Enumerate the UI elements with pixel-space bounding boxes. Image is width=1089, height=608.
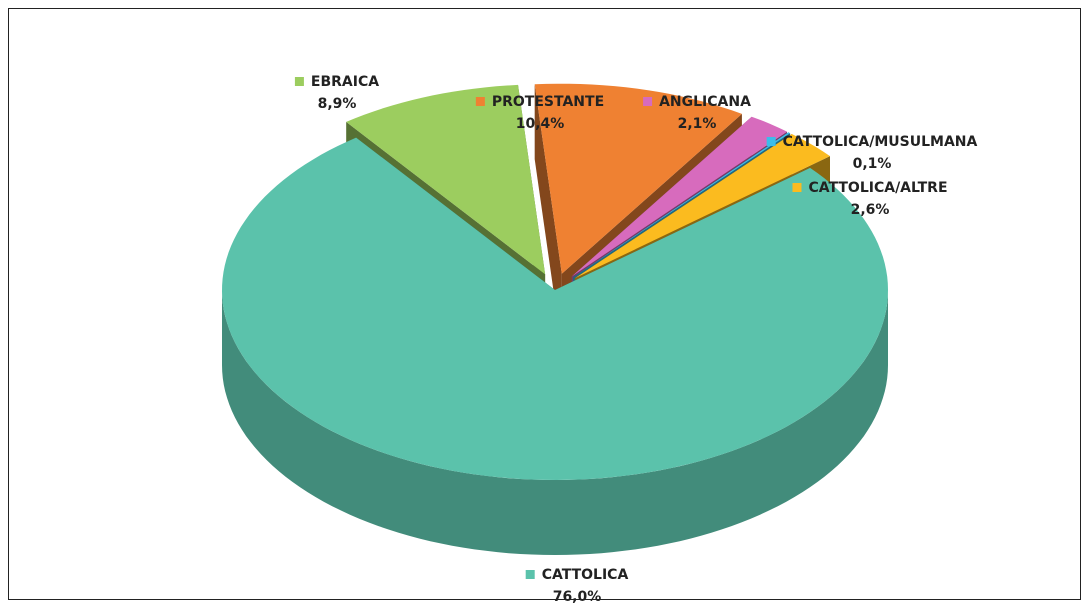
legend-swatch <box>643 97 653 106</box>
slice-top <box>534 83 742 274</box>
slice-top <box>222 137 888 480</box>
slice-radial-wall <box>534 84 562 349</box>
slice-value-label: 8,9% <box>318 96 357 112</box>
slice-label: CATTOLICA <box>542 567 629 583</box>
slice-value-label: 0,1% <box>853 156 892 172</box>
legend-swatch <box>475 97 485 106</box>
slice-value-label: 76,0% <box>553 589 602 605</box>
slice-value-label: 10,4% <box>516 116 565 132</box>
slice-side <box>222 290 888 555</box>
slice-top <box>574 134 830 279</box>
slice-top <box>346 84 546 275</box>
slice-top <box>571 116 787 277</box>
slice-label: CATTOLICA/MUSULMANA <box>783 134 978 150</box>
legend-swatch <box>525 570 535 579</box>
slice-label: PROTESTANTE <box>492 94 604 110</box>
legend-swatch <box>294 77 304 86</box>
slice-top <box>573 132 791 278</box>
slice-label: ANGLICANA <box>659 94 751 110</box>
slice-label: EBRAICA <box>311 74 379 90</box>
slice-label: CATTOLICA/ALTRE <box>808 180 947 196</box>
pie-slice <box>222 137 888 555</box>
slice-value-label: 2,6% <box>851 202 890 218</box>
legend-swatch <box>766 137 776 146</box>
legend-swatch <box>792 183 802 192</box>
slice-value-label: 2,1% <box>678 116 717 132</box>
